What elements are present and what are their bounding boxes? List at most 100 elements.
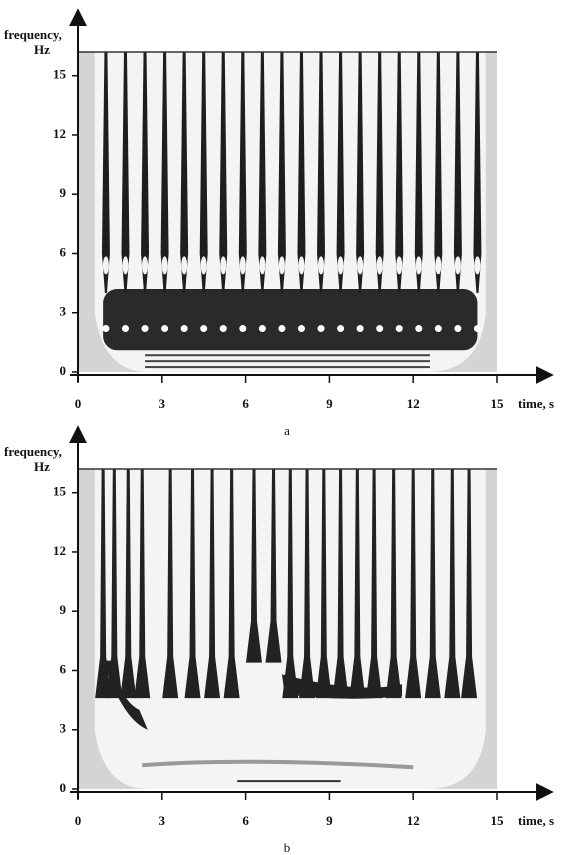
- ridge: [162, 469, 179, 699]
- ridge: [95, 469, 112, 699]
- y-tick-label: 12: [53, 126, 66, 141]
- dot: [239, 325, 247, 333]
- ridge-bulb: [337, 256, 344, 275]
- dot: [200, 325, 208, 333]
- dot: [297, 325, 305, 333]
- ridge: [366, 469, 383, 699]
- ridge-bulb: [200, 256, 207, 275]
- ridge: [160, 52, 169, 293]
- dot: [317, 325, 325, 333]
- ridge-bulb: [102, 256, 109, 275]
- x-tick-label: 6: [242, 396, 249, 411]
- ridge-bulb: [318, 256, 325, 275]
- ridge-bulb: [298, 256, 305, 275]
- ridge: [277, 52, 286, 293]
- ridge: [336, 52, 345, 293]
- shadow: [142, 759, 414, 770]
- ridge: [258, 52, 267, 293]
- y-tick-label: 3: [60, 304, 67, 319]
- dot: [356, 325, 364, 333]
- ridge: [265, 469, 282, 663]
- low-line: [145, 360, 430, 363]
- ridge-bulb: [142, 256, 149, 275]
- ridge: [453, 52, 462, 293]
- ridge: [349, 469, 366, 699]
- dot: [161, 325, 169, 333]
- ridge-bulb: [278, 256, 285, 275]
- low-line: [237, 780, 341, 783]
- x-tick-label: 6: [242, 813, 249, 828]
- ridge: [121, 52, 130, 293]
- ridge: [444, 469, 461, 699]
- ridge-bulb: [376, 256, 383, 275]
- low-line: [145, 366, 430, 369]
- y-tick-label: 6: [60, 661, 67, 676]
- ridge: [204, 469, 221, 699]
- ridge: [184, 469, 201, 699]
- y-tick-label: 0: [60, 363, 67, 378]
- ridge: [101, 52, 110, 293]
- dark-blob: [103, 660, 148, 730]
- caption: b: [284, 840, 291, 855]
- ridge-bulb: [415, 256, 422, 275]
- ridge: [461, 469, 478, 699]
- ridge: [219, 52, 228, 293]
- x-tick-label: 3: [159, 813, 166, 828]
- dot: [337, 325, 345, 333]
- x-axis-label: time, s: [518, 813, 554, 828]
- ridge: [385, 469, 402, 699]
- x-axis-label: time, s: [518, 396, 554, 411]
- ridge: [332, 469, 349, 699]
- ridge-bulb: [454, 256, 461, 275]
- y-tick-label: 9: [60, 602, 67, 617]
- x-tick-label: 9: [326, 813, 333, 828]
- ridge-bulb: [181, 256, 188, 275]
- dot: [395, 325, 403, 333]
- y-tick-label: 15: [53, 67, 67, 82]
- y-tick-label: 15: [53, 484, 67, 499]
- dot: [454, 325, 462, 333]
- ridge: [424, 469, 441, 699]
- x-tick-label: 9: [326, 396, 333, 411]
- dot: [121, 325, 129, 333]
- ridge: [356, 52, 365, 293]
- x-tick-label: 12: [407, 396, 420, 411]
- ridge-bulb: [259, 256, 266, 275]
- y-tick-label: 9: [60, 185, 67, 200]
- ridge: [414, 52, 423, 293]
- ridge: [405, 469, 422, 699]
- dot: [415, 325, 423, 333]
- y-tick-label: 6: [60, 244, 67, 259]
- dot: [278, 325, 286, 333]
- ridge: [199, 52, 208, 293]
- ridge: [180, 52, 189, 293]
- ridge: [395, 52, 404, 293]
- dot: [376, 325, 384, 333]
- x-tick-label: 12: [407, 813, 420, 828]
- ridge: [282, 469, 299, 699]
- spectrogram-image: [78, 469, 497, 789]
- ridge-bulb: [122, 256, 129, 275]
- y-tick-label: 0: [60, 780, 67, 795]
- dot: [219, 325, 227, 333]
- ridge: [245, 469, 262, 663]
- ridge: [120, 469, 137, 699]
- ridge: [317, 52, 326, 293]
- ridge: [473, 52, 482, 293]
- ridge: [375, 52, 384, 293]
- y-axis-label: frequency,: [4, 444, 62, 459]
- ridge-bulb: [239, 256, 246, 275]
- ridge: [141, 52, 150, 293]
- y-axis-unit: Hz: [34, 42, 50, 57]
- dark-band: [103, 289, 478, 351]
- ridge: [238, 52, 247, 293]
- y-axis-unit: Hz: [34, 459, 50, 474]
- dot: [141, 325, 149, 333]
- y-tick-label: 3: [60, 721, 67, 736]
- x-tick-label: 0: [75, 813, 82, 828]
- spectrogram-image: [78, 52, 497, 372]
- dot: [102, 325, 110, 333]
- ridge: [134, 469, 151, 699]
- dot: [434, 325, 442, 333]
